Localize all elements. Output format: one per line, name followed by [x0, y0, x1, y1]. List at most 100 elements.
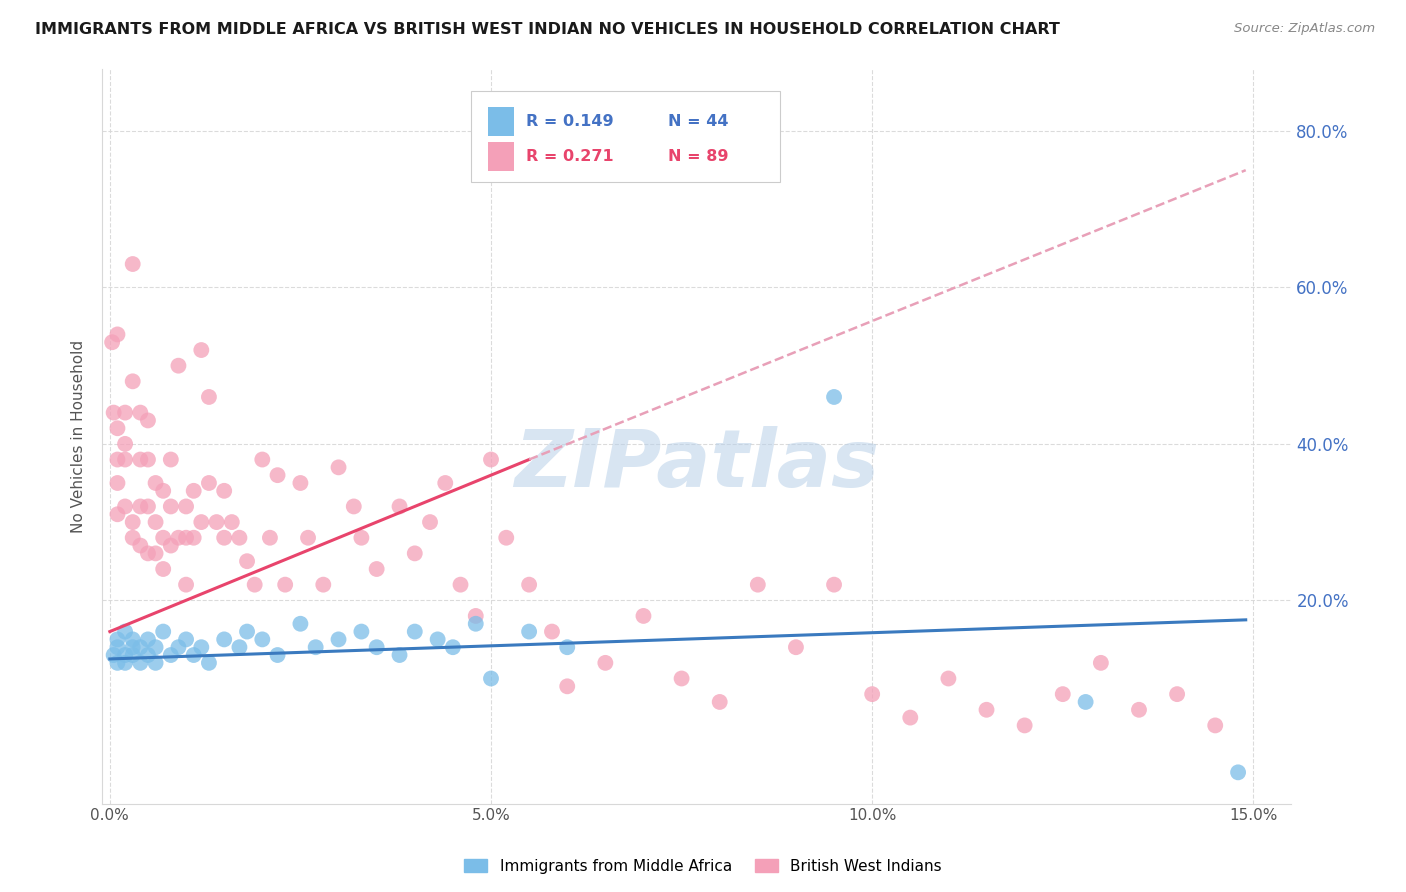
- Point: [236, 624, 259, 639]
- Point: [252, 632, 274, 647]
- Point: [136, 452, 159, 467]
- Text: Source: ZipAtlas.com: Source: ZipAtlas.com: [1234, 22, 1375, 36]
- Point: [183, 648, 205, 662]
- Point: [183, 483, 205, 498]
- Point: [114, 406, 136, 420]
- Point: [252, 452, 274, 467]
- Text: ZIPatlas: ZIPatlas: [515, 426, 879, 505]
- Point: [419, 515, 441, 529]
- Point: [183, 531, 205, 545]
- Point: [159, 452, 181, 467]
- Point: [464, 609, 486, 624]
- Point: [1128, 703, 1150, 717]
- Point: [107, 632, 129, 647]
- Point: [212, 483, 235, 498]
- Point: [114, 656, 136, 670]
- Point: [136, 413, 159, 427]
- Point: [190, 515, 212, 529]
- Point: [101, 335, 124, 350]
- Point: [328, 632, 350, 647]
- Point: [898, 710, 921, 724]
- FancyBboxPatch shape: [471, 91, 780, 183]
- Point: [129, 500, 152, 514]
- Point: [129, 656, 152, 670]
- Text: N = 89: N = 89: [668, 149, 728, 164]
- Point: [236, 554, 259, 568]
- Point: [441, 640, 464, 655]
- Point: [152, 531, 174, 545]
- Point: [129, 452, 152, 467]
- Point: [297, 531, 319, 545]
- Point: [517, 577, 540, 591]
- Point: [121, 374, 143, 388]
- Point: [107, 508, 129, 522]
- Point: [976, 703, 998, 717]
- Point: [103, 406, 125, 420]
- Point: [1090, 656, 1112, 670]
- Point: [221, 515, 243, 529]
- Point: [114, 437, 136, 451]
- Point: [388, 500, 411, 514]
- Point: [121, 531, 143, 545]
- Text: N = 44: N = 44: [668, 114, 728, 129]
- Point: [136, 632, 159, 647]
- Point: [671, 672, 693, 686]
- Point: [198, 656, 221, 670]
- Point: [290, 616, 312, 631]
- Point: [312, 577, 335, 591]
- Point: [517, 624, 540, 639]
- Point: [107, 475, 129, 490]
- Point: [136, 546, 159, 560]
- Point: [136, 648, 159, 662]
- Point: [159, 500, 181, 514]
- Point: [823, 577, 845, 591]
- Point: [198, 475, 221, 490]
- Point: [159, 648, 181, 662]
- Point: [404, 546, 426, 560]
- Point: [709, 695, 731, 709]
- Point: [343, 500, 366, 514]
- Point: [404, 624, 426, 639]
- Point: [121, 515, 143, 529]
- Point: [328, 460, 350, 475]
- Point: [388, 648, 411, 662]
- Point: [107, 656, 129, 670]
- Point: [190, 640, 212, 655]
- Point: [274, 577, 297, 591]
- Point: [464, 616, 486, 631]
- Point: [129, 640, 152, 655]
- Point: [860, 687, 883, 701]
- Point: [633, 609, 655, 624]
- Point: [174, 500, 197, 514]
- Point: [174, 632, 197, 647]
- Point: [1074, 695, 1097, 709]
- Point: [145, 656, 167, 670]
- Point: [167, 640, 190, 655]
- Point: [114, 500, 136, 514]
- Point: [1014, 718, 1036, 732]
- Point: [305, 640, 328, 655]
- Point: [174, 577, 197, 591]
- Point: [145, 475, 167, 490]
- Point: [121, 648, 143, 662]
- Point: [228, 531, 250, 545]
- Point: [205, 515, 228, 529]
- Point: [266, 648, 288, 662]
- Point: [103, 648, 125, 662]
- Point: [212, 531, 235, 545]
- Legend: Immigrants from Middle Africa, British West Indians: Immigrants from Middle Africa, British W…: [458, 853, 948, 880]
- Point: [198, 390, 221, 404]
- Point: [136, 500, 159, 514]
- FancyBboxPatch shape: [488, 107, 513, 136]
- Point: [479, 672, 502, 686]
- Point: [434, 475, 457, 490]
- Point: [121, 640, 143, 655]
- Point: [129, 539, 152, 553]
- Point: [107, 327, 129, 342]
- Point: [145, 640, 167, 655]
- Point: [1166, 687, 1188, 701]
- Point: [823, 390, 845, 404]
- Point: [555, 679, 578, 693]
- Point: [266, 468, 288, 483]
- Point: [366, 562, 388, 576]
